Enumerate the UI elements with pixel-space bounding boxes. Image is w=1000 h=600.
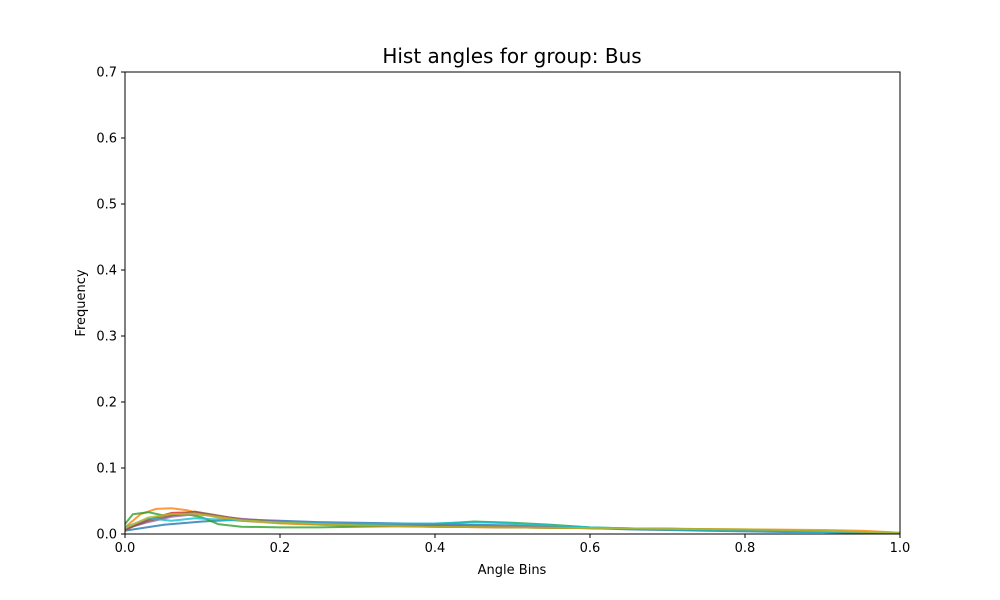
y-tick-label: 0.5 — [96, 198, 117, 213]
y-tick-label: 0.3 — [96, 330, 117, 345]
x-tick-label: 0.0 — [115, 541, 136, 556]
series-line-8 — [124, 512, 901, 534]
y-tick-label: 0.1 — [96, 462, 117, 477]
x-axis-label: Angle Bins — [478, 563, 547, 578]
y-tick-label: 0.7 — [96, 66, 117, 81]
y-axis-ticks: 0.0 0.1 0.2 0.3 0.4 0.5 0.6 0.7 — [96, 66, 125, 543]
plot-area-frame — [124, 71, 901, 535]
y-tick-label: 0.4 — [96, 264, 117, 279]
x-tick-label: 0.2 — [270, 541, 291, 556]
series-layer — [124, 507, 901, 535]
y-tick-label: 0.2 — [96, 396, 117, 411]
y-axis-label: Frequency — [74, 269, 89, 336]
chart-title: Hist angles for group: Bus — [382, 44, 641, 68]
x-tick-label: 0.8 — [735, 541, 756, 556]
x-axis-ticks: 0.0 0.2 0.4 0.6 0.8 1.0 — [115, 534, 911, 556]
x-tick-label: 0.4 — [425, 541, 446, 556]
x-tick-label: 1.0 — [890, 541, 911, 556]
y-tick-label: 0.0 — [96, 528, 117, 543]
x-tick-label: 0.6 — [580, 541, 601, 556]
y-tick-label: 0.6 — [96, 132, 117, 147]
